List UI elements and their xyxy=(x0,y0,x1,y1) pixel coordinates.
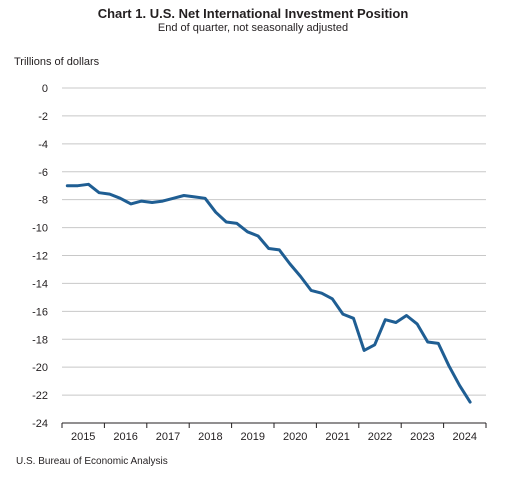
x-tick-label: 2016 xyxy=(113,431,137,443)
y-tick-label: -24 xyxy=(32,418,48,430)
chart-title: Chart 1. U.S. Net International Investme… xyxy=(97,6,409,21)
y-tick-label: -14 xyxy=(32,278,48,290)
x-tick-label: 2024 xyxy=(453,431,477,443)
y-axis-label: Trillions of dollars xyxy=(14,56,100,68)
y-tick-label: -22 xyxy=(32,390,48,402)
x-tick-label: 2018 xyxy=(198,431,222,443)
y-tick-label: 0 xyxy=(42,83,48,95)
x-tick-label: 2023 xyxy=(410,431,434,443)
chart-subtitle: End of quarter, not seasonally adjusted xyxy=(157,22,349,34)
x-tick-label: 2022 xyxy=(368,431,392,443)
y-tick-label: -6 xyxy=(38,167,48,179)
y-tick-label: -2 xyxy=(38,111,48,123)
y-tick-label: -4 xyxy=(38,139,48,151)
y-tick-label: -16 xyxy=(32,306,48,318)
y-tick-label: -20 xyxy=(32,362,48,374)
y-tick-label: -8 xyxy=(38,195,48,207)
series-line xyxy=(65,182,472,404)
x-tick-label: 2015 xyxy=(71,431,95,443)
x-tick-label: 2019 xyxy=(241,431,265,443)
source-note: U.S. Bureau of Economic Analysis xyxy=(16,456,168,467)
y-tick-label: -12 xyxy=(32,251,48,263)
x-tick-label: 2021 xyxy=(325,431,349,443)
x-tick-label: 2017 xyxy=(156,431,180,443)
x-tick-label: 2020 xyxy=(283,431,307,443)
y-tick-label: -18 xyxy=(32,334,48,346)
y-tick-label: -10 xyxy=(32,223,48,235)
